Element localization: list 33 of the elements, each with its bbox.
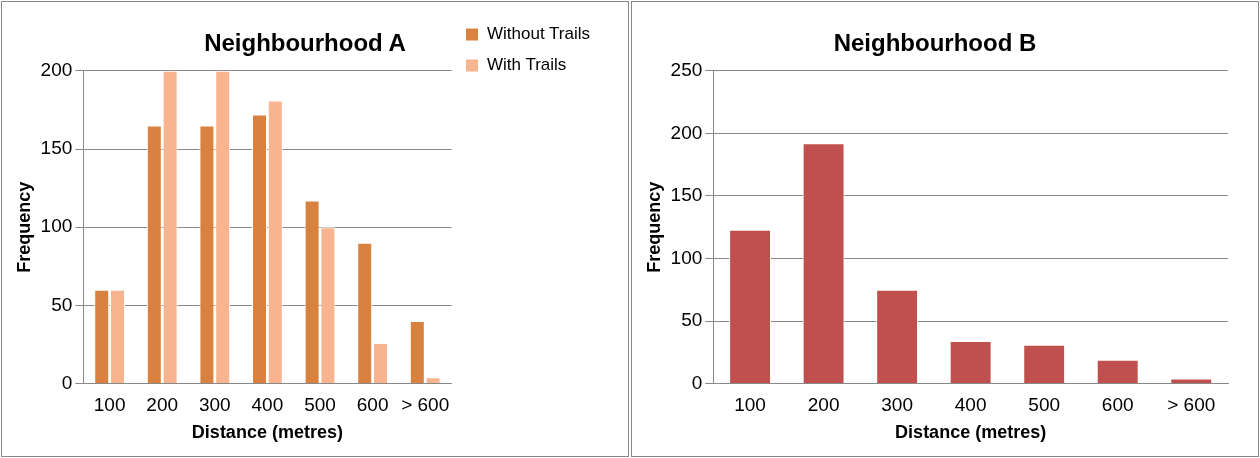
legend-label: Without Trails: [487, 24, 590, 44]
y-axis-title: Frequency: [643, 181, 664, 273]
x-tick-label: > 600: [1167, 394, 1216, 416]
y-tick-label: 150: [40, 137, 73, 159]
x-tick-label: > 600: [401, 394, 450, 416]
y-tick-label: 200: [670, 121, 703, 143]
y-tick-label: 100: [670, 246, 703, 268]
x-tick-label: 100: [93, 394, 126, 416]
x-axis-title: Distance (metres): [191, 422, 343, 443]
y-tick-label: 200: [40, 59, 73, 81]
x-tick-label: 600: [1101, 394, 1134, 416]
y-tick-label: 250: [670, 59, 703, 81]
chart-title: Neighbourhood B: [833, 29, 1037, 57]
x-tick-label: 200: [807, 394, 840, 416]
x-axis-title: Distance (metres): [895, 422, 1047, 443]
y-axis-title: Frequency: [13, 181, 34, 273]
y-tick-label: 150: [670, 184, 703, 206]
x-tick-label: 500: [1028, 394, 1061, 416]
y-tick-label: 50: [681, 309, 703, 331]
x-tick-label: 100: [734, 394, 766, 416]
x-tick-label: 300: [881, 394, 913, 416]
y-tick-label: 0: [61, 371, 73, 393]
x-tick-label: 600: [356, 394, 389, 416]
chart-title: Neighbourhood A: [204, 29, 406, 57]
y-tick-label: 100: [40, 215, 73, 237]
legend-label: With Trails: [487, 55, 567, 75]
x-tick-label: 500: [304, 394, 336, 416]
x-tick-label: 400: [251, 394, 284, 416]
x-tick-label: 200: [146, 394, 179, 416]
y-tick-label: 50: [51, 293, 73, 315]
y-tick-label: 0: [691, 371, 703, 393]
x-tick-label: 300: [198, 394, 231, 416]
x-tick-label: 400: [954, 394, 987, 416]
